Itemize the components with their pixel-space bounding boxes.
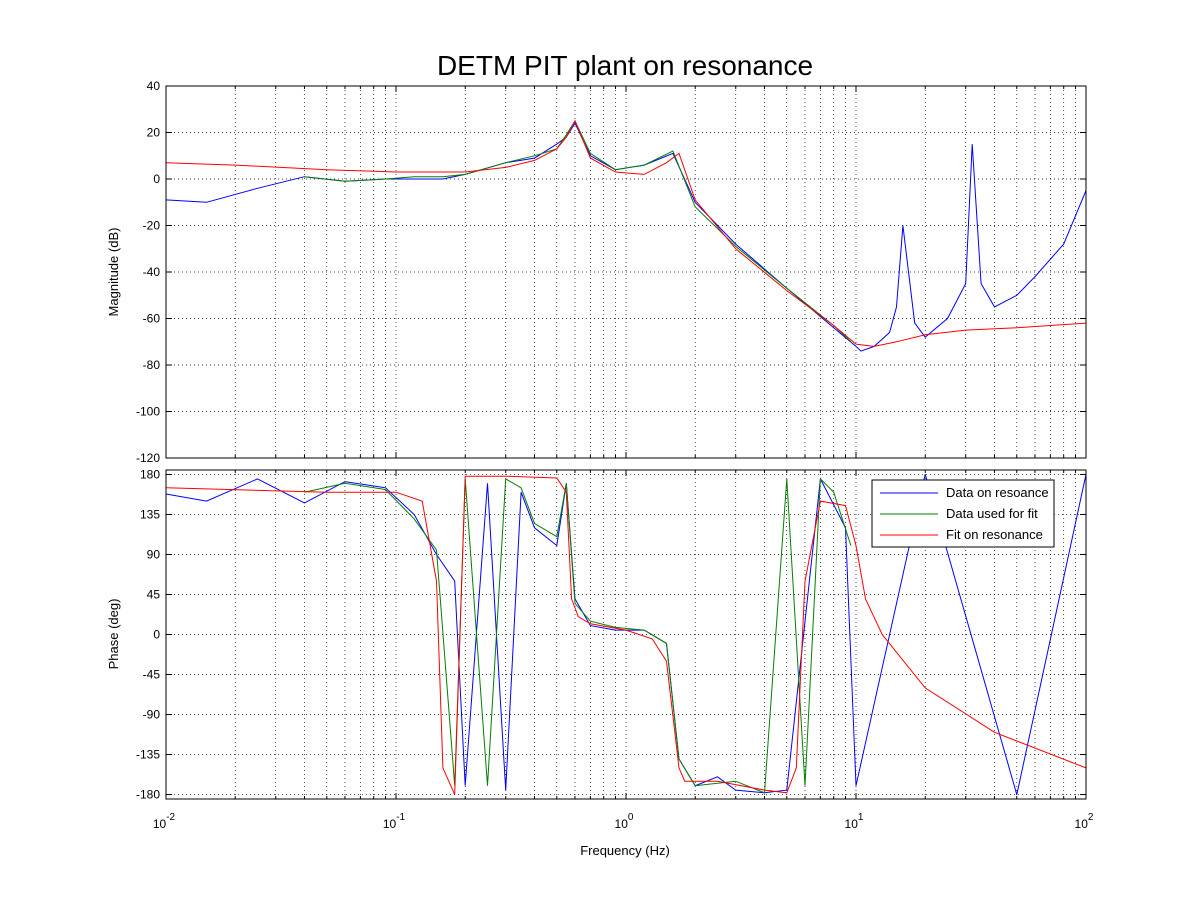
phase-y-ticks: -180 -135 -90 -45 0 45 90 135 180 — [136, 467, 1086, 802]
legend: Data on resoance Data used for fit Fit on … — [871, 479, 1055, 548]
chart-title: DETM PIT plant on resonance — [437, 50, 813, 81]
frequency-axis-label: Frequency (Hz) — [580, 843, 670, 858]
legend-entry: Data on resoance — [946, 485, 1049, 500]
series-line-data-used-for-fit — [304, 477, 852, 794]
series-line-data-used-for-fit — [304, 119, 852, 343]
y-tick-label: 135 — [140, 507, 160, 521]
phase-series — [165, 474, 1087, 795]
y-tick-label: 20 — [147, 126, 161, 140]
x-tick-label: 100 — [615, 812, 634, 831]
x-tick-label: 102 — [1075, 812, 1094, 831]
y-tick-label: -100 — [136, 405, 160, 419]
y-tick-label: -40 — [143, 265, 161, 279]
y-tick-label: -45 — [143, 668, 161, 682]
y-tick-label: -120 — [136, 451, 160, 465]
y-tick-label: 40 — [147, 79, 161, 93]
y-tick-label: -180 — [136, 788, 160, 802]
y-tick-label: -80 — [143, 358, 161, 372]
magnitude-axis-label: Magnitude (dB) — [106, 228, 121, 317]
series-line-fit-on-resonance — [165, 475, 1087, 795]
x-tick-label: 10-1 — [383, 812, 406, 831]
legend-entry: Fit on resonance — [946, 527, 1043, 542]
magnitude-series — [165, 119, 1087, 352]
magnitude-grid — [166, 86, 1086, 458]
series-line-data-on-resoance — [165, 122, 1087, 352]
y-tick-label: 180 — [140, 467, 160, 481]
magnitude-panel: -120 -100 -80 -60 -40 -20 0 20 40 Magnitude (dB) — [106, 79, 1087, 465]
magnitude-y-ticks: -120 -100 -80 -60 -40 -20 0 20 40 — [136, 79, 1086, 465]
phase-axis-label: Phase (deg) — [106, 599, 121, 670]
y-tick-label: -135 — [136, 748, 160, 762]
x-tick-label: 101 — [845, 812, 864, 831]
y-tick-label: -20 — [143, 219, 161, 233]
y-tick-label: 0 — [153, 172, 160, 186]
x-tick-label: 10-2 — [153, 812, 176, 831]
series-line-fit-on-resonance — [165, 119, 1087, 347]
frequency-x-ticks: 10-2 10-1 100 101 102 — [153, 86, 1094, 831]
y-tick-label: -60 — [143, 312, 161, 326]
legend-entry: Data used for fit — [946, 506, 1038, 521]
y-tick-label: 45 — [147, 587, 161, 601]
y-tick-label: -90 — [143, 708, 161, 722]
y-tick-label: 90 — [147, 547, 161, 561]
y-tick-label: 0 — [153, 628, 160, 642]
